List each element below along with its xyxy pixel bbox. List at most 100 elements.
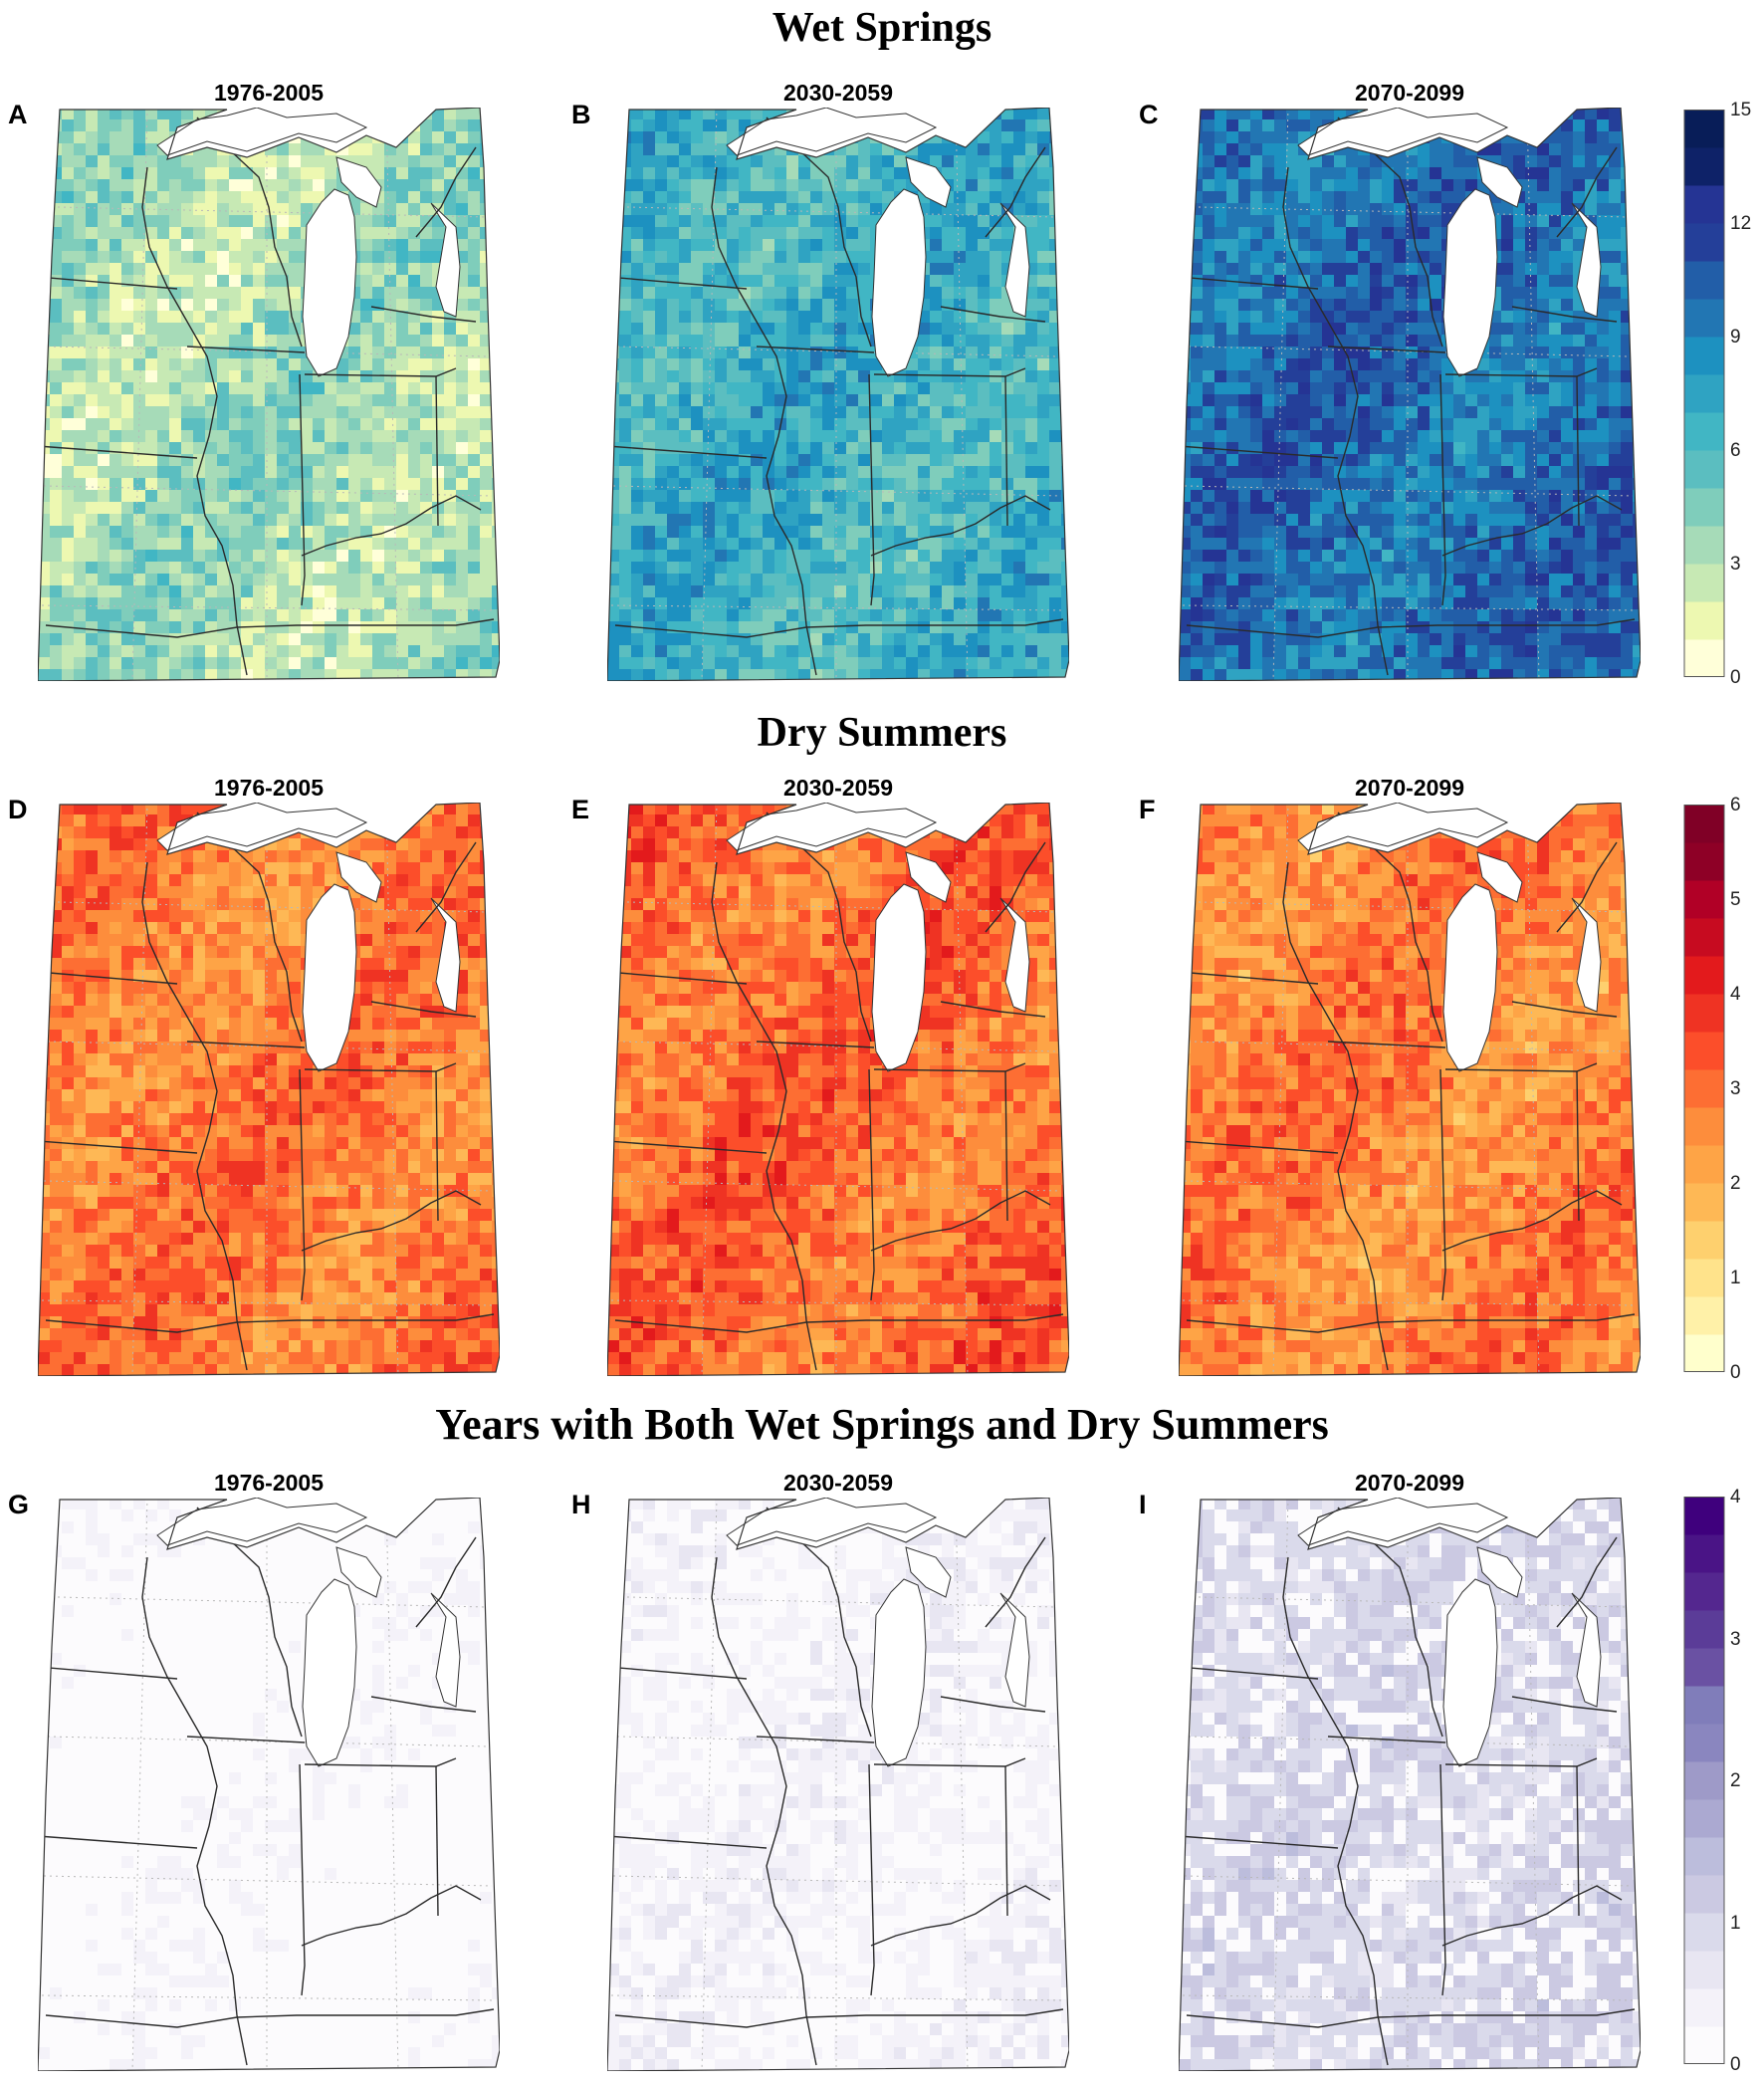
grid-cell	[858, 609, 871, 622]
grid-cell	[1226, 191, 1239, 204]
grid-cell	[157, 191, 170, 204]
grid-cell	[277, 657, 290, 670]
grid-cell	[858, 203, 871, 216]
state-border	[45, 618, 495, 638]
grid-cell	[990, 562, 1002, 575]
grid-cell	[715, 645, 728, 658]
grid-cell	[121, 514, 134, 527]
grid-cell	[1561, 430, 1574, 443]
grid-cell	[990, 191, 1002, 204]
grid-cell	[432, 466, 445, 479]
grid-cell	[420, 574, 433, 586]
grid-cell	[727, 418, 740, 431]
grid-cell	[205, 562, 218, 575]
grid-cell	[643, 406, 656, 419]
grid-cell	[679, 215, 692, 228]
grid-cell	[492, 514, 500, 527]
grid-cell	[1346, 191, 1359, 204]
grid-cell	[1191, 358, 1204, 371]
grid-cell	[763, 574, 775, 586]
grid-cell	[301, 370, 314, 383]
grid-cell	[798, 335, 811, 348]
grid-cell	[217, 490, 230, 503]
grid-cell	[360, 251, 373, 264]
grid-cell	[372, 430, 385, 443]
grid-cell	[492, 275, 500, 288]
grid-cell	[121, 203, 134, 216]
grid-cell	[1537, 227, 1550, 240]
grid-cell	[1346, 323, 1359, 336]
grid-cell	[774, 347, 787, 359]
grid-cell	[774, 239, 787, 252]
grid-cell	[1203, 143, 1215, 156]
grid-cell	[492, 239, 500, 252]
grid-cell	[193, 621, 206, 634]
grid-cell	[918, 526, 931, 539]
grid-cell	[157, 406, 170, 419]
grid-cell	[691, 394, 704, 407]
grid-cell	[966, 323, 979, 336]
grid-cell	[1286, 442, 1299, 455]
grid-cell	[1513, 119, 1526, 132]
grid-cell	[631, 466, 644, 479]
grid-cell	[456, 633, 469, 646]
grid-cell	[265, 621, 278, 634]
grid-cell	[253, 287, 266, 300]
grid-cell	[727, 370, 740, 383]
grid-cell	[643, 597, 656, 610]
grid-cell	[1286, 394, 1299, 407]
grid-cell	[110, 299, 122, 312]
grid-cell	[1370, 466, 1383, 479]
grid-cell	[906, 502, 919, 515]
grid-cell	[348, 597, 361, 610]
grid-cell	[619, 335, 632, 348]
grid-cell	[1346, 167, 1359, 180]
grid-cell	[1025, 645, 1038, 658]
grid-cell	[62, 251, 75, 264]
grid-cell	[372, 335, 385, 348]
grid-cell	[619, 502, 632, 515]
grid-cell	[930, 514, 943, 527]
grid-cell	[631, 358, 644, 371]
grid-cell	[727, 478, 740, 491]
grid-cell	[882, 514, 895, 527]
grid-cell	[241, 275, 254, 288]
grid-cell	[193, 633, 206, 646]
grid-cell	[667, 514, 680, 527]
grid-cell	[966, 466, 979, 479]
grid-cell	[1214, 406, 1227, 419]
grid-cell	[396, 191, 409, 204]
grid-cell	[468, 299, 481, 312]
grid-cell	[110, 562, 122, 575]
grid-cell	[727, 442, 740, 455]
grid-cell	[810, 466, 823, 479]
grid-cell	[715, 335, 728, 348]
grid-cell	[1465, 167, 1478, 180]
grid-cell	[1037, 418, 1050, 431]
grid-cell	[420, 406, 433, 419]
grid-cell	[691, 263, 704, 276]
grid-cell	[1585, 131, 1598, 144]
grid-cell	[870, 167, 883, 180]
grid-cell	[110, 526, 122, 539]
grid-cell	[906, 633, 919, 646]
grid-cell	[372, 609, 385, 622]
grid-cell	[157, 382, 170, 395]
grid-cell	[858, 621, 871, 634]
grid-cell	[1609, 442, 1622, 455]
grid-cell	[1262, 406, 1275, 419]
grid-cell	[691, 155, 704, 168]
grid-cell	[727, 669, 740, 681]
grid-cell	[607, 657, 620, 670]
grid-cell	[86, 657, 99, 670]
grid-cell	[157, 562, 170, 575]
grid-cell	[1250, 347, 1263, 359]
grid-cell	[703, 167, 716, 180]
grid-cell	[121, 669, 134, 681]
grid-cell	[408, 358, 421, 371]
grid-cell	[834, 167, 847, 180]
grid-cell	[121, 358, 134, 371]
grid-cell	[86, 597, 99, 610]
grid-cell	[110, 347, 122, 359]
grid-cell	[739, 442, 752, 455]
